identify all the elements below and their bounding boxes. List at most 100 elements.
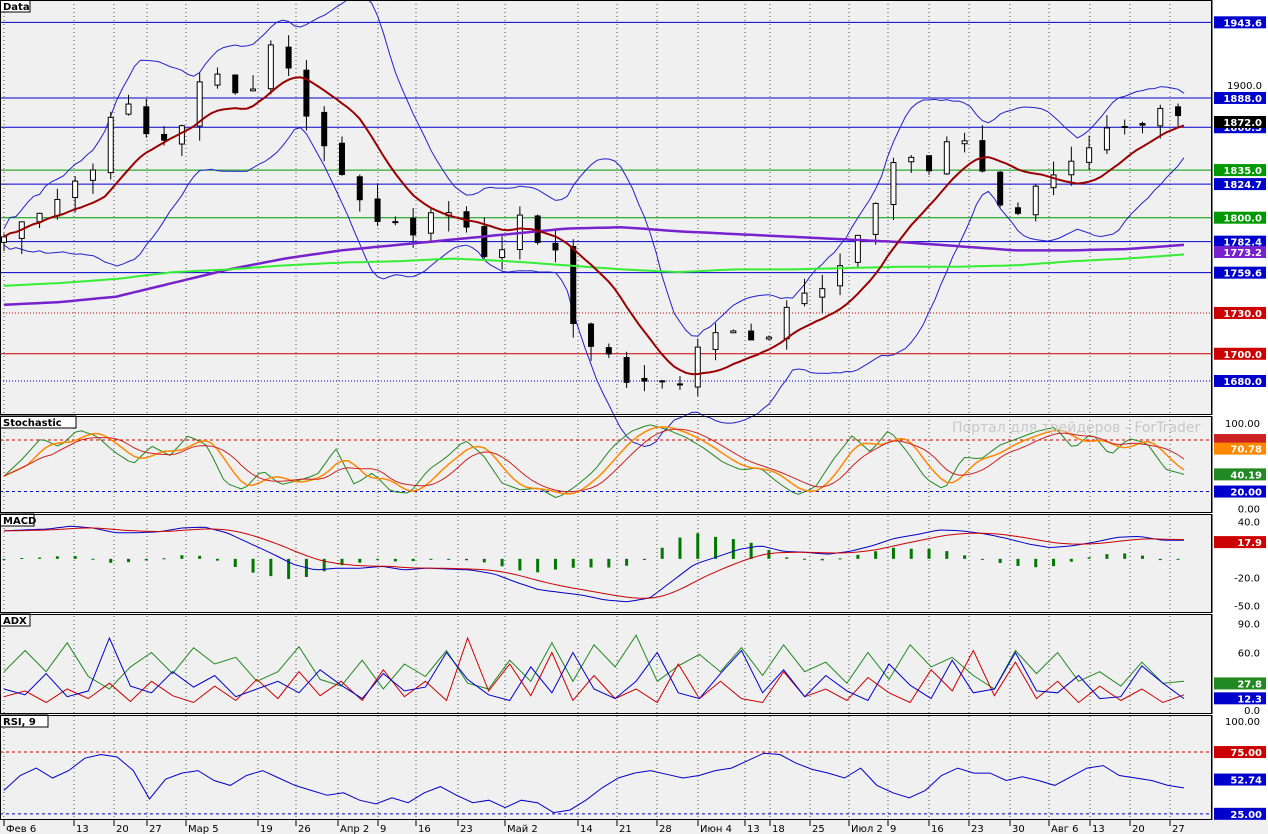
time-tick-label: 13 <box>747 824 760 834</box>
price-label-box <box>1214 347 1266 360</box>
macd-histogram-bar <box>678 537 682 559</box>
price-label-box <box>1214 235 1266 248</box>
macd-histogram-bar <box>1087 557 1091 559</box>
value-label: 40.19 <box>1230 470 1262 481</box>
panel-title: Stochastic <box>3 418 62 429</box>
price-label: 1943.6 <box>1223 18 1262 29</box>
macd-histogram-bar <box>2 558 6 560</box>
time-tick-label: Авг 6 <box>1051 824 1079 834</box>
price-label: 1730.0 <box>1223 309 1262 320</box>
value-label: 17.9 <box>1237 538 1262 549</box>
panel-title: RSI, 9 <box>3 717 36 728</box>
candle-body <box>125 103 132 115</box>
adx-plus-di-line <box>3 634 1185 690</box>
ma-red-line <box>3 76 1185 376</box>
time-tick-label: 20 <box>1132 824 1145 834</box>
macd-histogram-bar <box>162 558 166 560</box>
time-tick-label: 25 <box>812 824 825 834</box>
bollinger-lower <box>3 127 1185 448</box>
candle-body <box>783 306 790 340</box>
macd-histogram-bar <box>1034 558 1038 568</box>
time-tick-label: 9 <box>380 824 386 834</box>
macd-histogram-bar <box>482 558 486 563</box>
macd-histogram-bar <box>1052 558 1056 567</box>
time-tick-label: 27 <box>149 824 162 834</box>
value-box <box>1214 773 1266 786</box>
value-label: 75.00 <box>1230 748 1262 759</box>
candle-body <box>1139 123 1146 126</box>
value-box <box>1214 677 1266 690</box>
value-box <box>1214 536 1266 549</box>
price-axis-background <box>1212 514 1268 613</box>
macd-histogram-bar <box>411 558 415 562</box>
candle-body <box>72 180 79 199</box>
time-tick-label: 26 <box>298 824 311 834</box>
axis-label: 100.00 <box>1225 419 1260 430</box>
candle-body <box>712 332 719 350</box>
macd-histogram-bar <box>180 555 184 559</box>
axis-label: 90.0 <box>1238 620 1260 631</box>
candle-body <box>1014 207 1021 214</box>
macd-histogram-bar <box>91 558 95 560</box>
price-label-box <box>1214 178 1266 191</box>
macd-histogram-bar <box>1176 558 1180 560</box>
candle-body <box>107 116 114 174</box>
time-tick-label: 21 <box>619 824 632 834</box>
price-label-box <box>1214 211 1266 224</box>
time-tick-label: 16 <box>931 824 944 834</box>
candle-body <box>534 215 541 243</box>
macd-histogram-bar <box>909 548 913 559</box>
candle-body <box>1050 174 1057 189</box>
candle-body <box>410 217 417 236</box>
rsi-line <box>3 752 1185 814</box>
candle-body <box>979 140 986 172</box>
panel-title: MACD <box>3 516 36 527</box>
macd-histogram-bar <box>447 558 451 560</box>
time-axis-background <box>0 820 1268 834</box>
time-tick-label: 23 <box>971 824 984 834</box>
adx-line <box>3 636 1185 702</box>
macd-histogram-bar <box>980 558 984 560</box>
macd-histogram-bar <box>820 558 824 561</box>
candle-body <box>819 288 826 298</box>
macd-histogram-bar <box>589 558 593 568</box>
candle-body <box>801 292 808 305</box>
time-tick-label: 19 <box>260 824 273 834</box>
candle-body <box>89 169 96 181</box>
macd-histogram-bar <box>287 558 291 579</box>
macd-histogram-bar <box>607 558 611 568</box>
candle-body <box>641 377 648 382</box>
candle-body <box>54 199 61 217</box>
macd-histogram-bar <box>376 558 380 560</box>
value-box <box>1214 442 1266 455</box>
time-tick-label: 14 <box>580 824 593 834</box>
candle-body <box>748 330 755 341</box>
candle-body <box>1103 127 1110 151</box>
macd-histogram-bar <box>1105 554 1109 559</box>
macd-histogram-bar <box>322 558 326 572</box>
candle-body <box>392 221 399 224</box>
panel-title: Data <box>3 2 30 13</box>
candle-body <box>232 74 239 94</box>
ma-purple-line <box>3 226 1185 307</box>
stoch-slow-line <box>3 428 1185 493</box>
time-tick-label: 23 <box>460 824 473 834</box>
candle-body <box>872 202 879 235</box>
macd-histogram-bar <box>731 539 735 559</box>
value-label: 12.3 <box>1237 694 1262 705</box>
time-tick-label: 16 <box>418 824 431 834</box>
price-axis-background <box>1212 0 1268 415</box>
macd-histogram-bar <box>73 556 77 559</box>
price-label-box <box>1214 16 1266 29</box>
axis-label: 0.00 <box>1238 505 1260 516</box>
price-label: 1700.0 <box>1223 350 1262 361</box>
macd-histogram-bar <box>109 558 113 563</box>
candle-body <box>214 73 221 86</box>
macd-histogram-bar <box>1069 558 1073 562</box>
candle-body <box>481 226 488 258</box>
axis-label: -20.0 <box>1234 574 1260 585</box>
candle-body <box>338 142 345 175</box>
value-label: 27.8 <box>1237 679 1262 690</box>
axis-label: 100.00 <box>1225 717 1260 728</box>
price-label: 1888.0 <box>1223 94 1262 105</box>
